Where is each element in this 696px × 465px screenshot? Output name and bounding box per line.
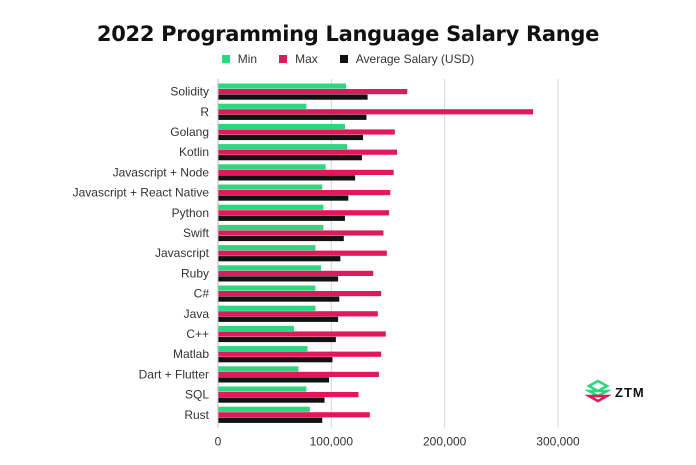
bar-min <box>218 164 326 170</box>
ztm-logo-text: ZTM <box>615 384 645 400</box>
bar-average-salary-usd <box>218 276 339 282</box>
category-label: R <box>200 105 209 119</box>
legend-swatch <box>339 55 348 63</box>
category-label: SQL <box>185 388 209 402</box>
bar-max <box>218 331 386 337</box>
bar-max <box>218 190 391 196</box>
bar-average-salary-usd <box>218 195 349 201</box>
category-label: Golang <box>170 125 209 139</box>
category-label: Javascript <box>155 246 210 260</box>
category-label: Matlab <box>173 347 209 361</box>
x-tick-label: 300,000 <box>536 434 580 448</box>
bar-min <box>218 265 322 271</box>
category-label: Solidity <box>170 85 209 99</box>
bar-max <box>218 230 384 236</box>
bar-average-salary-usd <box>218 417 323 423</box>
category-label: C# <box>194 287 210 301</box>
bar-max <box>218 250 387 256</box>
bar-min <box>218 83 347 89</box>
bar-average-salary-usd <box>218 94 368 100</box>
bar-max <box>218 392 359 398</box>
bar-max <box>218 412 370 418</box>
bar-min <box>218 285 316 291</box>
legend-label: Average Salary (USD) <box>355 52 475 66</box>
legend-item: Min <box>221 52 258 66</box>
bar-average-salary-usd <box>218 256 341 262</box>
category-label: Swift <box>183 226 210 240</box>
x-tick-label: 200,000 <box>423 434 467 448</box>
bar-min <box>218 325 294 332</box>
bar-average-salary-usd <box>218 377 330 383</box>
bar-max <box>218 129 395 135</box>
bar-min <box>218 224 324 231</box>
bar-average-salary-usd <box>218 155 362 161</box>
bar-min <box>218 144 348 150</box>
category-label: Javascript + React Native <box>73 186 210 200</box>
x-tick-label: 0 <box>215 434 222 448</box>
bar-min <box>218 204 324 210</box>
bar-max <box>218 270 374 276</box>
bar-min <box>218 184 323 190</box>
category-label: Rust <box>184 408 209 422</box>
category-label: Dart + Flutter <box>139 367 209 381</box>
bar-average-salary-usd <box>218 134 364 141</box>
bar-max <box>218 210 390 216</box>
ztm-logo: ZTM <box>585 379 645 405</box>
category-label: Ruby <box>181 266 209 280</box>
category-label: C++ <box>186 327 209 341</box>
x-tick-label: 100,000 <box>310 434 354 448</box>
bar-average-salary-usd <box>218 235 344 242</box>
bar-max <box>218 371 379 377</box>
bar-average-salary-usd <box>218 397 325 403</box>
bar-max <box>218 351 382 357</box>
bar-max <box>218 291 382 297</box>
bar-min <box>218 366 299 372</box>
bar-min <box>218 103 307 109</box>
bar-max <box>218 311 378 317</box>
bar-max <box>218 149 398 155</box>
bar-average-salary-usd <box>218 357 333 363</box>
legend-swatch <box>279 55 288 63</box>
legend-item: Max <box>279 52 318 66</box>
legend-swatch <box>221 55 230 63</box>
bar-average-salary-usd <box>218 175 356 181</box>
legend-item: Average Salary (USD) <box>339 52 475 66</box>
bar-min <box>218 386 307 392</box>
bar-max <box>218 89 408 95</box>
chart-title: 2022 Programming Language Salary Range <box>96 22 600 46</box>
category-label: Python <box>172 206 209 220</box>
bar-average-salary-usd <box>218 114 367 120</box>
category-label: Java <box>184 307 210 321</box>
bar-average-salary-usd <box>218 296 340 302</box>
bar-min <box>218 305 316 311</box>
bar-average-salary-usd <box>218 215 345 221</box>
bar-max <box>218 109 534 115</box>
legend-label: Max <box>295 52 318 66</box>
legend-label: Min <box>237 52 258 66</box>
bar-average-salary-usd <box>218 316 339 322</box>
bar-min <box>218 245 316 251</box>
bar-max <box>218 169 394 175</box>
bar-min <box>218 346 308 352</box>
legend: Min Max Average Salary (USD) <box>0 52 696 66</box>
ztm-logo-icon <box>585 379 611 403</box>
category-label: Kotlin <box>179 145 209 159</box>
bar-min <box>218 123 345 130</box>
bar-average-salary-usd <box>218 336 336 343</box>
bar-min <box>218 406 310 412</box>
category-label: Javascript + Node <box>113 165 210 179</box>
